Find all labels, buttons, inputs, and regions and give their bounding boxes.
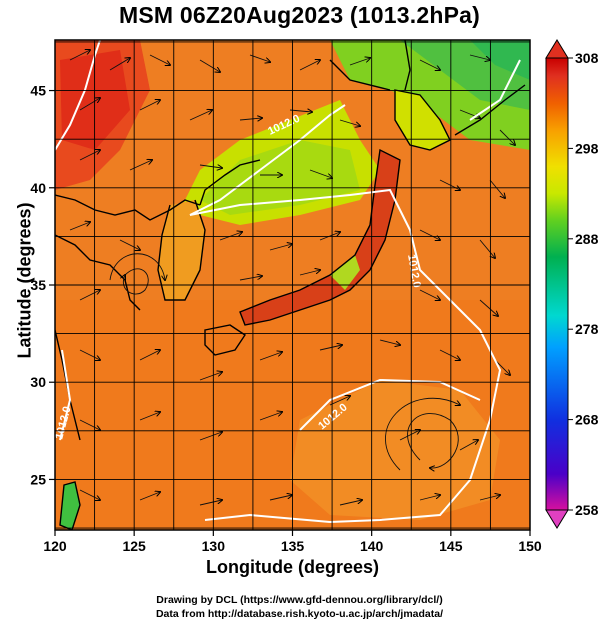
colorbar-ticks: 308 298 288 278 268 258 <box>568 50 599 518</box>
credit-data: Data from http://database.rish.kyoto-u.a… <box>155 608 444 620</box>
x-axis-label: Longitude (degrees) <box>205 557 379 577</box>
colorbar: 308 298 288 278 268 258 <box>545 39 599 529</box>
x-tick-label: 125 <box>122 538 146 554</box>
colorbar-tick-label: 278 <box>575 321 599 337</box>
colorbar-tick-label: 298 <box>575 140 599 156</box>
x-tick-label: 140 <box>360 538 384 554</box>
y-axis-ticks: 25 30 35 40 45 <box>30 83 55 487</box>
graticule <box>54 40 531 530</box>
y-tick-label: 40 <box>30 180 46 196</box>
isobar-label: 1012.0 <box>405 253 423 288</box>
colorbar-tick-label: 308 <box>575 50 599 66</box>
y-tick-label: 35 <box>30 277 46 293</box>
credit-drawing: Drawing by DCL (https://www.gfd-dennou.o… <box>156 594 443 606</box>
y-tick-label: 45 <box>30 83 46 99</box>
colorbar-tick-label: 288 <box>575 231 599 247</box>
colorbar-tick-label: 268 <box>575 412 599 428</box>
colorbar-tick-label: 258 <box>575 502 599 518</box>
x-tick-label: 130 <box>202 538 226 554</box>
y-tick-label: 30 <box>30 374 46 390</box>
x-tick-label: 145 <box>439 538 463 554</box>
wind-streamlines <box>69 50 515 506</box>
x-axis-ticks: 120 125 130 135 140 145 150 <box>43 530 542 554</box>
y-tick-label: 25 <box>30 471 46 487</box>
x-tick-label: 135 <box>281 538 305 554</box>
map-title: MSM 06Z20Aug2023 (1013.2hPa) <box>119 2 480 28</box>
x-tick-label: 150 <box>518 538 542 554</box>
x-tick-label: 120 <box>43 538 67 554</box>
y-axis-label: Latitude (degrees) <box>14 202 35 359</box>
